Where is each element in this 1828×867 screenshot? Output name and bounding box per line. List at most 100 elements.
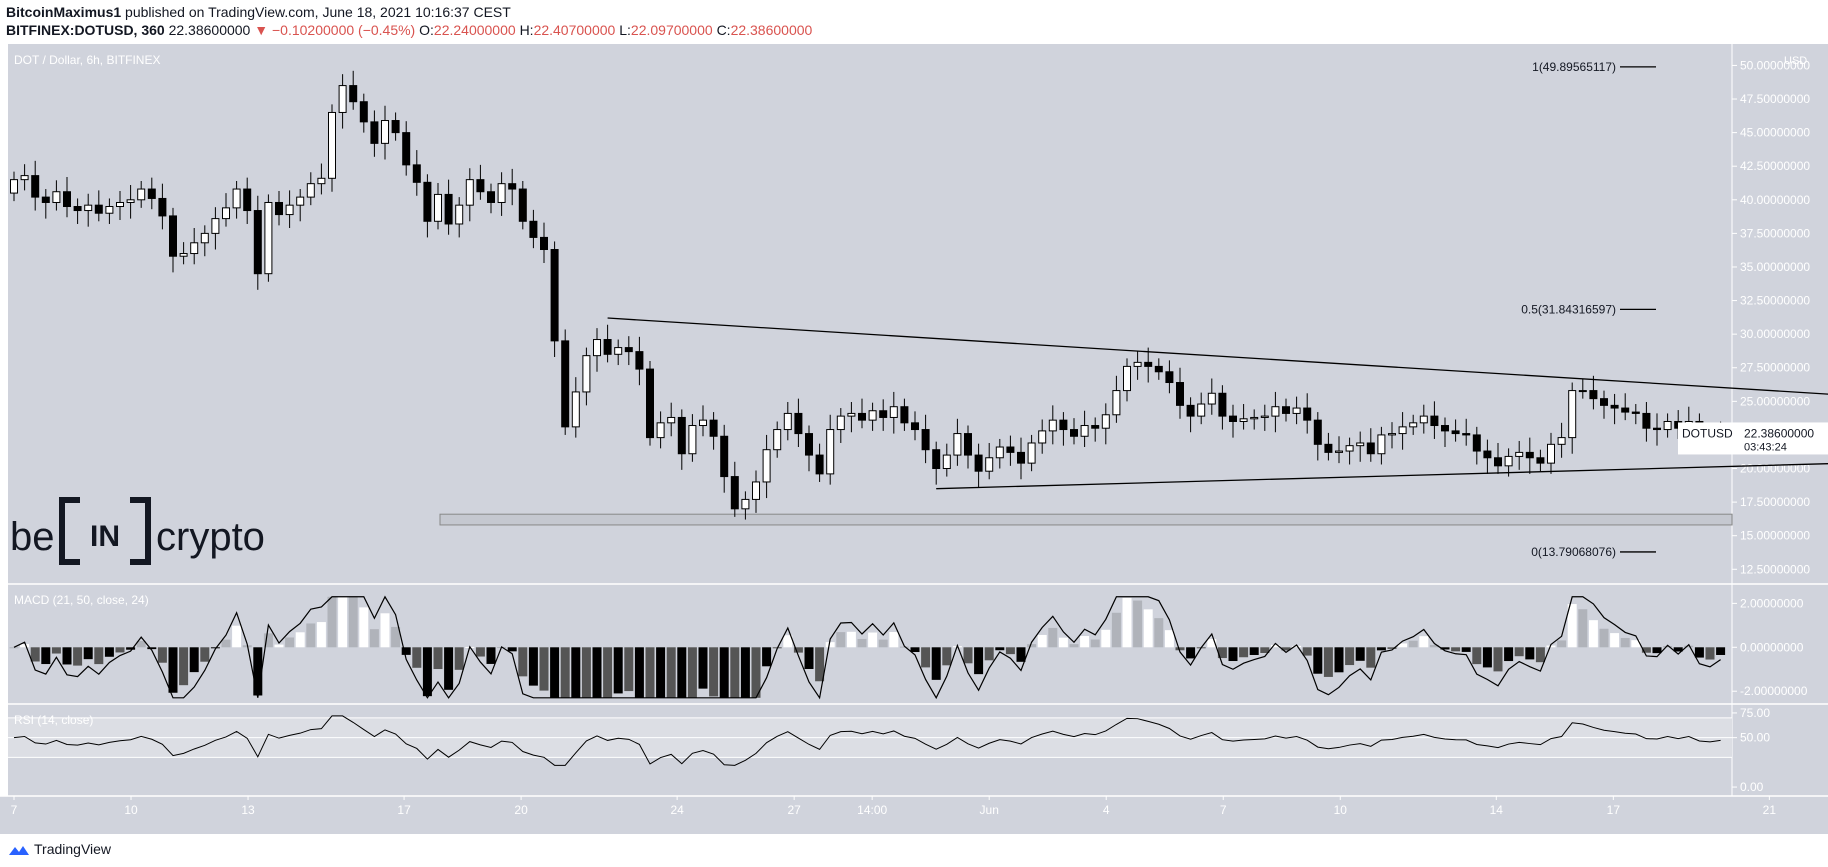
price-tag-value: 22.38600000 xyxy=(1744,426,1814,440)
macd-histogram-bar xyxy=(1705,647,1715,660)
candle-bear xyxy=(561,340,570,428)
macd-histogram-bar xyxy=(1652,647,1662,654)
candle-bull xyxy=(942,454,951,470)
x-tick-label: 10 xyxy=(1334,803,1348,817)
macd-histogram-bar xyxy=(200,647,210,662)
candle-bull xyxy=(20,175,29,181)
macd-histogram-bar xyxy=(995,647,1005,651)
candle-bear xyxy=(412,164,421,183)
candle-bull xyxy=(105,206,114,214)
candle-bull xyxy=(232,188,241,209)
macd-histogram-bar xyxy=(592,647,602,698)
x-tick-label: 14 xyxy=(1490,803,1504,817)
macd-title: MACD (21, 50, close, 24) xyxy=(14,593,149,607)
macd-histogram-bar xyxy=(571,647,581,698)
macd-histogram-bar xyxy=(1122,597,1132,648)
macd-histogram-bar xyxy=(719,647,729,698)
candle-bull xyxy=(1197,403,1206,417)
macd-histogram-bar xyxy=(433,647,443,670)
low-value: 22.09700000 xyxy=(630,22,713,38)
macd-histogram-bar xyxy=(1641,647,1651,653)
macd-histogram-bar xyxy=(1186,647,1196,659)
macd-histogram-bar xyxy=(1334,647,1344,673)
candle-bull xyxy=(593,339,601,357)
macd-histogram-bar xyxy=(1535,647,1545,663)
author-name[interactable]: BitcoinMaximus1 xyxy=(6,4,122,20)
main-pane xyxy=(8,44,1732,584)
symbol-label[interactable]: BITFINEX:DOTUSD, 360 xyxy=(6,22,165,38)
macd-histogram-bar xyxy=(391,626,401,648)
trendline-lower xyxy=(936,463,1828,490)
close-label: C: xyxy=(716,22,731,38)
x-tick-label: 17 xyxy=(397,803,411,817)
macd-histogram-bar xyxy=(868,632,878,648)
y-tick-label: 12.50000000 xyxy=(1740,562,1810,576)
candle-bull xyxy=(656,422,665,439)
macd-histogram-bar xyxy=(412,647,422,668)
macd-histogram-bar xyxy=(1599,628,1609,648)
macd-histogram-bar xyxy=(1101,629,1111,648)
macd-histogram-bar xyxy=(444,647,454,690)
x-tick-label: 21 xyxy=(1763,803,1777,817)
macd-histogram-bar xyxy=(613,647,623,694)
candle-bear xyxy=(158,197,167,217)
candle-bull xyxy=(10,179,18,194)
macd-histogram-bar xyxy=(136,640,146,648)
candle-bear xyxy=(63,191,71,208)
macd-histogram-bar xyxy=(1048,627,1058,648)
candle-bull xyxy=(1568,390,1577,439)
y-tick-label: 32.50000000 xyxy=(1740,294,1810,308)
candle-bear xyxy=(391,120,400,134)
macd-histogram-bar xyxy=(1260,647,1270,653)
logo-be: be xyxy=(10,515,55,559)
macd-histogram-bar xyxy=(740,647,750,698)
macd-histogram-bar xyxy=(1111,612,1121,648)
macd-histogram-bar xyxy=(1080,636,1090,648)
tradingview-brand[interactable]: TradingView xyxy=(8,841,111,857)
y-tick-label: 50.00000000 xyxy=(1740,58,1810,72)
candle-bear xyxy=(1642,412,1651,429)
x-tick-label: 17 xyxy=(1607,803,1621,817)
candle-bull xyxy=(783,412,792,431)
macd-histogram-bar xyxy=(751,647,761,698)
candle-bull xyxy=(1292,407,1301,414)
macd-histogram-bar xyxy=(878,639,888,648)
macd-histogram-bar xyxy=(94,647,104,665)
candle-bear xyxy=(1525,451,1534,459)
footer: TradingView xyxy=(0,834,1828,867)
candle-bear xyxy=(1621,407,1630,413)
candle-bear xyxy=(879,410,888,418)
macd-histogram-bar xyxy=(1313,647,1323,674)
candle-bear xyxy=(1631,411,1640,414)
candle-bear xyxy=(1441,425,1449,432)
macd-histogram-bar xyxy=(475,647,485,657)
macd-histogram-bar xyxy=(560,647,570,698)
close-value: 22.38600000 xyxy=(730,22,813,38)
macd-histogram-bar xyxy=(942,647,952,666)
macd-histogram-bar xyxy=(857,638,867,648)
macd-histogram-bar xyxy=(1429,644,1439,648)
macd-histogram-bar xyxy=(1090,639,1100,648)
macd-histogram-bar xyxy=(1525,647,1535,660)
x-tick-label: 7 xyxy=(11,803,18,817)
candle-bear xyxy=(1313,419,1322,445)
macd-histogram-bar xyxy=(9,647,19,649)
macd-histogram-bar xyxy=(369,629,379,648)
macd-histogram-bar xyxy=(698,647,708,689)
macd-signal-line xyxy=(13,595,1721,700)
candle-bear xyxy=(1366,442,1375,455)
macd-histogram-bar xyxy=(1546,645,1556,648)
candle-bear xyxy=(444,193,453,225)
macd-histogram-bar xyxy=(730,647,740,698)
macd-histogram-bar xyxy=(41,647,51,665)
macd-histogram-bar xyxy=(762,647,772,667)
macd-histogram-bar xyxy=(1217,647,1227,659)
macd-histogram-bar xyxy=(539,647,549,691)
macd-tick-label: 0.00000000 xyxy=(1740,640,1804,654)
candle-bull xyxy=(1388,433,1396,436)
macd-histogram-bar xyxy=(1239,647,1249,658)
chart-canvas[interactable]: 50.00000000 47.50000000 45.00000000 42.5000… xyxy=(0,44,1828,834)
candle-bear xyxy=(1303,407,1312,421)
candle-bear xyxy=(932,449,941,470)
y-tick-label: 42.50000000 xyxy=(1740,159,1810,173)
